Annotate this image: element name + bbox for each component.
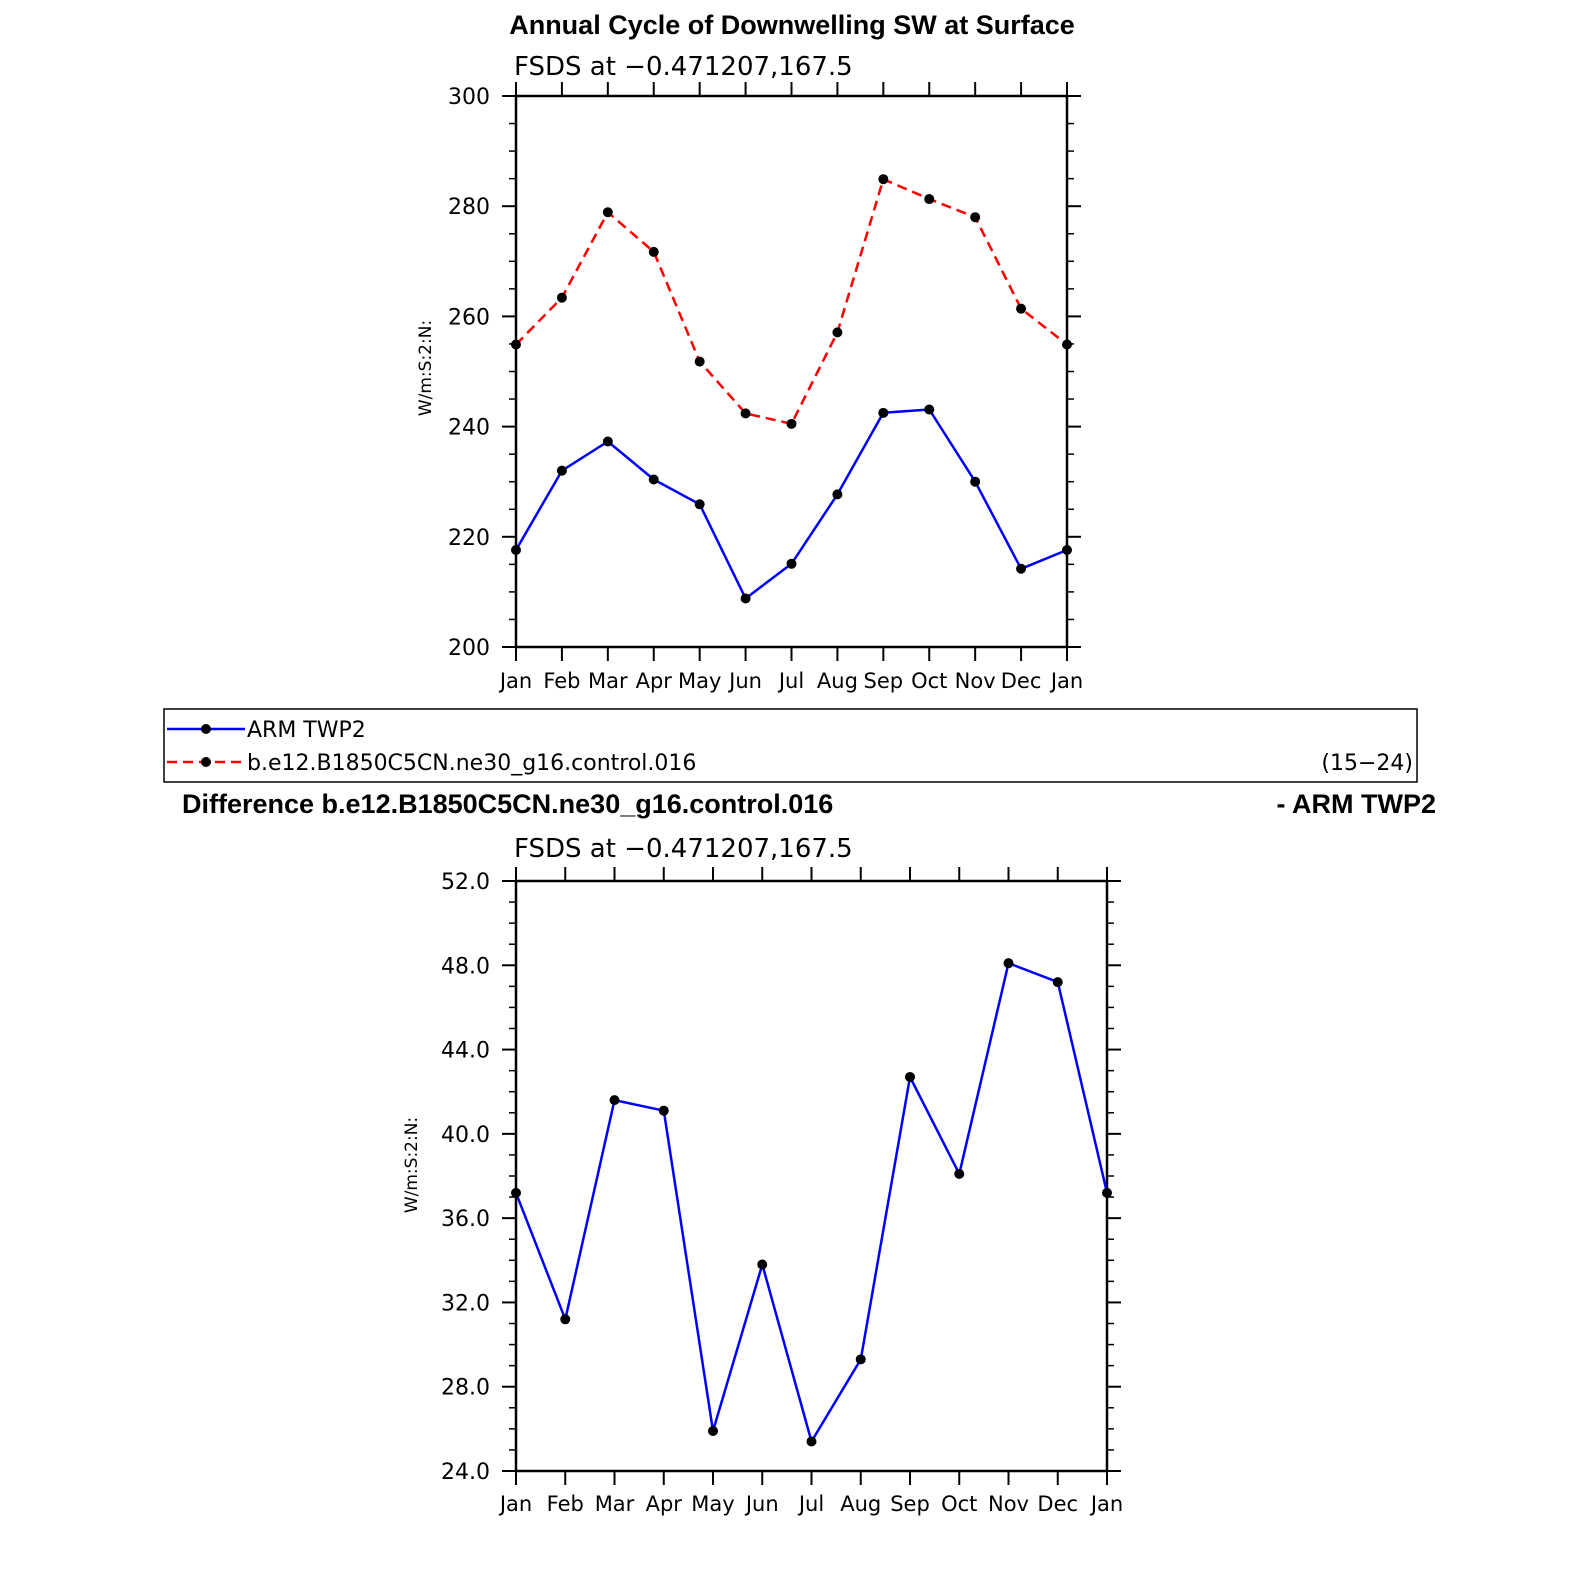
top-ytick-label: 240 [448, 416, 490, 441]
bottom-series-point-0 [511, 1187, 521, 1198]
legend-box [163, 708, 1418, 783]
legend-marker-arm [201, 724, 211, 734]
bottom-xtick-label: Oct [941, 1492, 977, 1516]
top-series-point-0 [924, 404, 935, 415]
top-ytick-label: 220 [448, 526, 490, 551]
top-xtick-label: Nov [955, 669, 996, 693]
bottom-chart-title: Difference b.e12.B1850C5CN.ne30_g16.cont… [182, 789, 833, 819]
top-series-point-1 [511, 339, 521, 350]
bottom-series-point-0 [806, 1436, 817, 1447]
bottom-series-line-0 [514, 961, 1109, 1443]
top-series-point-0 [1062, 545, 1072, 556]
top-series-line-0 [514, 408, 1068, 600]
top-series-point-1 [1062, 339, 1072, 350]
top-series-point-0 [740, 593, 751, 604]
legend-marker-model [201, 757, 211, 767]
top-ytick-label: 280 [448, 195, 490, 220]
top-series-point-0 [970, 476, 981, 487]
bottom-series-point-0 [954, 1168, 965, 1179]
top-xtick-label: Jun [727, 669, 762, 693]
top-series-line-1 [515, 177, 1068, 426]
bottom-series-point-0 [658, 1105, 669, 1116]
bottom-series-point-0 [1003, 958, 1014, 969]
bottom-xtick-label: Jun [744, 1492, 779, 1516]
bottom-ytick-label: 24.0 [441, 1460, 490, 1485]
top-xtick-label: Jul [777, 669, 804, 693]
top-xtick-label: Oct [911, 669, 947, 693]
top-series-point-1 [1016, 303, 1027, 314]
bottom-plot-frame [514, 879, 1109, 1473]
bottom-series-point-0 [708, 1425, 718, 1436]
top-series-point-0 [602, 436, 613, 447]
top-series-point-0 [786, 558, 797, 569]
top-ytick-label: 260 [448, 305, 490, 330]
bottom-xtick-label: Dec [1037, 1492, 1078, 1516]
bottom-series-point-0 [1102, 1187, 1112, 1198]
top-series-point-1 [832, 327, 843, 338]
bottom-xtick-label: Feb [547, 1492, 584, 1516]
top-chart-plot: 200 220 240 260 280 300 Jan Feb Mar Apr May Jun Jul A… [448, 82, 1083, 693]
bottom-chart-title-right: - ARM TWP2 [1277, 789, 1436, 819]
top-series-point-0 [694, 499, 705, 510]
bottom-xtick-label: Jul [797, 1492, 824, 1516]
top-series-point-1 [602, 207, 613, 218]
top-series-point-0 [1016, 563, 1027, 574]
top-series-point-0 [832, 489, 843, 500]
top-xtick-label: Feb [543, 669, 580, 693]
top-series-point-0 [556, 465, 567, 476]
bottom-series-point-0 [1052, 977, 1063, 988]
legend-label-arm: ARM TWP2 [247, 718, 366, 743]
bottom-xtick-label: Jan [1089, 1492, 1123, 1516]
top-series-point-0 [878, 407, 889, 418]
legend-period: (15−24) [1321, 751, 1413, 776]
top-series-point-0 [648, 474, 659, 485]
top-xtick-label: Apr [636, 669, 673, 693]
bottom-ytick-label: 48.0 [441, 954, 490, 979]
bottom-series-point-0 [905, 1071, 915, 1082]
bottom-xtick-label: May [691, 1492, 734, 1516]
top-series-point-1 [970, 212, 981, 223]
top-chart-subtitle: FSDS at −0.471207,167.5 [514, 52, 853, 82]
bottom-series-point-0 [609, 1095, 620, 1106]
bottom-xtick-label: Aug [840, 1492, 881, 1516]
bottom-chart-ylabel: W/m:S:2:N: [402, 1117, 422, 1213]
top-xtick-label: Aug [817, 669, 858, 693]
top-xtick-label: May [678, 669, 721, 693]
bottom-xtick-label: Sep [890, 1492, 930, 1516]
top-series-point-1 [740, 408, 751, 419]
top-series-point-1 [556, 292, 567, 303]
legend-label-model: b.e12.B1850C5CN.ne30_g16.control.016 [247, 751, 696, 776]
bottom-ytick-label: 36.0 [441, 1207, 490, 1232]
top-chart-ylabel: W/m:S:2:N: [416, 320, 436, 416]
top-xtick-label: Mar [588, 669, 628, 693]
top-ytick-label: 300 [448, 85, 490, 110]
bottom-ytick-label: 32.0 [441, 1291, 490, 1316]
top-xtick-label: Jan [1049, 669, 1083, 693]
bottom-xtick-label: Jan [498, 1492, 532, 1516]
bottom-ytick-label: 40.0 [441, 1123, 490, 1148]
bottom-ytick-label: 52.0 [441, 870, 490, 895]
top-xtick-label: Jan [498, 669, 532, 693]
bottom-ytick-label: 44.0 [441, 1039, 490, 1064]
top-series-point-0 [511, 545, 521, 556]
bottom-chart-subtitle: FSDS at −0.471207,167.5 [514, 834, 853, 864]
bottom-xtick-label: Mar [595, 1492, 635, 1516]
bottom-series-point-0 [560, 1314, 571, 1325]
top-series-point-1 [648, 246, 659, 257]
top-ytick-label: 200 [448, 636, 490, 661]
bottom-chart-plot: 24.0 28.0 32.0 36.0 40.0 44.0 48.0 52.0 Jan Feb Ma… [441, 867, 1123, 1516]
bottom-series-point-0 [855, 1354, 866, 1365]
top-xtick-label: Sep [864, 669, 904, 693]
top-chart-title: Annual Cycle of Downwelling SW at Surfac… [509, 10, 1075, 40]
bottom-xtick-label: Apr [646, 1492, 683, 1516]
top-series-point-1 [924, 194, 935, 205]
bottom-series-point-0 [757, 1259, 768, 1270]
top-xtick-label: Dec [1001, 669, 1042, 693]
bottom-xtick-label: Nov [988, 1492, 1029, 1516]
bottom-ytick-label: 28.0 [441, 1376, 490, 1401]
top-series-point-1 [786, 418, 797, 429]
top-series-point-1 [694, 356, 705, 367]
top-series-point-1 [878, 174, 889, 185]
